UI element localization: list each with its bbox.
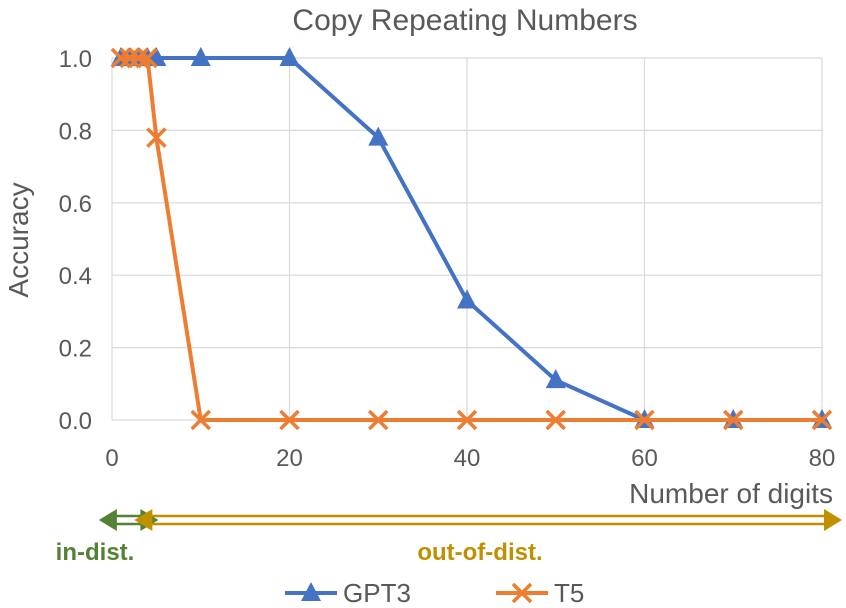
series-line-t5 [120, 56, 822, 422]
y-tick-labels: 0.0 0.2 0.4 0.6 0.8 1.0 [59, 46, 92, 435]
x-tick-label: 40 [454, 445, 481, 472]
data-point-gpt3 [279, 47, 300, 66]
data-point-t5 [128, 47, 149, 69]
data-point-gpt3 [190, 47, 211, 66]
data-point-t5 [368, 409, 389, 431]
x-marker-stroke [190, 409, 211, 431]
data-point-t5 [811, 409, 833, 431]
range-label-in-dist: in-dist. [56, 539, 135, 566]
legend-marker-gpt3 [301, 582, 321, 601]
distribution-ranges: in-dist. out-of-dist. [56, 509, 842, 566]
legend-label-t5: T5 [554, 578, 584, 608]
y-axis-label: Accuracy [3, 182, 34, 297]
data-point-gpt3 [368, 126, 389, 146]
x-tick-labels: 0 20 40 60 80 [105, 445, 835, 472]
x-marker-stroke [723, 409, 744, 431]
x-marker-stroke [368, 409, 389, 431]
x-marker-stroke [279, 409, 300, 431]
legend: GPT3 T5 [285, 578, 584, 608]
y-tick-label: 1.0 [59, 46, 92, 73]
x-tick-label: 60 [631, 445, 658, 472]
x-marker-stroke [110, 47, 132, 69]
series-line-gpt3 [120, 56, 822, 422]
range-arrowhead-right [824, 509, 842, 531]
x-marker-stroke [634, 409, 655, 431]
data-point-t5 [279, 409, 300, 431]
data-series [110, 47, 833, 431]
data-point-t5 [545, 409, 566, 431]
x-axis-label: Number of digits [629, 478, 833, 509]
x-marker-stroke [146, 127, 167, 148]
range-label-out-of-dist: out-of-dist. [417, 539, 542, 566]
y-tick-label: 0.0 [59, 408, 92, 435]
range-arrowhead-left [98, 509, 117, 531]
y-tick-label: 0.6 [59, 191, 92, 218]
range-arrow-out-of-dist [134, 509, 842, 531]
data-point-t5 [137, 47, 158, 69]
x-marker-stroke [137, 47, 158, 69]
y-tick-label: 0.8 [59, 118, 92, 145]
y-tick-label: 0.4 [59, 263, 92, 290]
data-point-t5 [110, 47, 132, 69]
chart-title: Copy Repeating Numbers [292, 4, 637, 37]
data-point-t5 [146, 127, 167, 148]
x-tick-label: 0 [105, 445, 118, 472]
x-marker-stroke [119, 47, 140, 69]
legend-marker-t5 [511, 582, 533, 604]
legend-label-gpt3: GPT3 [343, 578, 411, 608]
gridlines [111, 57, 823, 421]
x-marker-stroke [511, 582, 533, 604]
data-point-t5 [456, 409, 478, 431]
x-tick-label: 20 [276, 445, 303, 472]
data-point-t5 [119, 47, 140, 69]
x-marker-stroke [545, 409, 566, 431]
data-point-gpt3 [457, 289, 477, 309]
data-point-t5 [190, 409, 211, 431]
y-tick-label: 0.2 [59, 336, 92, 363]
data-point-t5 [634, 409, 655, 431]
x-tick-label: 80 [809, 445, 836, 472]
data-point-t5 [723, 409, 744, 431]
range-arrowhead-left [134, 509, 153, 531]
x-marker-stroke [456, 409, 478, 431]
x-marker-stroke [811, 409, 833, 431]
x-marker-stroke [128, 47, 149, 69]
data-point-gpt3 [545, 369, 566, 389]
